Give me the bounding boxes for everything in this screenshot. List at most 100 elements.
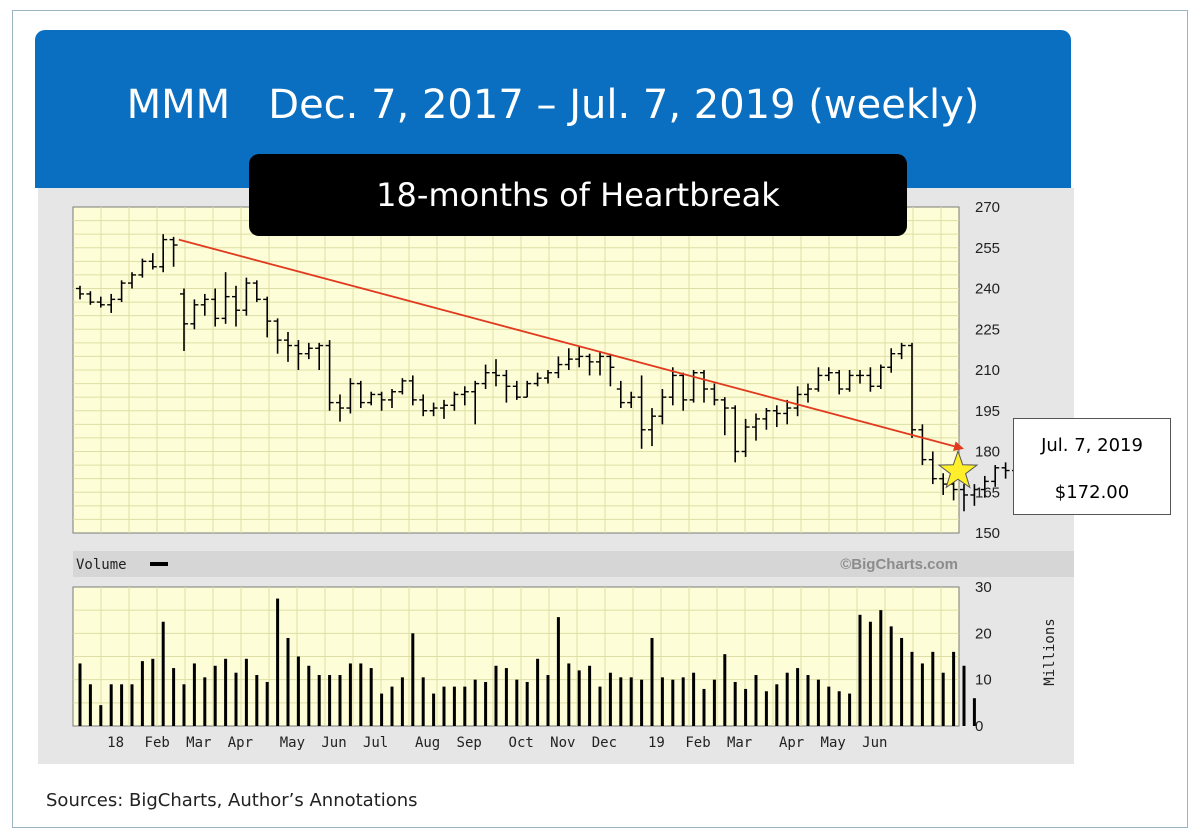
ohlc-bar — [824, 367, 833, 381]
volume-bar — [712, 679, 716, 726]
ohlc-bar — [793, 386, 802, 417]
volume-bar — [816, 679, 820, 726]
volume-bar — [452, 686, 456, 726]
volume-bar — [775, 684, 779, 726]
volume-bar — [78, 663, 82, 726]
x-axis-tick-label: Mar — [186, 735, 211, 751]
volume-bar — [224, 658, 228, 726]
price-y-tick: 195 — [975, 403, 1000, 420]
volume-bar — [504, 668, 508, 726]
ohlc-bar — [700, 370, 708, 403]
volume-header-strip — [73, 551, 1074, 577]
ohlc-bar — [408, 375, 417, 406]
volume-bar — [390, 686, 394, 726]
x-axis-tick-label: Aug — [415, 735, 440, 751]
ohlc-bar — [980, 475, 989, 498]
volume-bar — [608, 672, 612, 726]
volume-bar — [536, 658, 540, 726]
volume-bar — [317, 675, 321, 726]
millions-axis-label: Millions — [1042, 618, 1058, 685]
ohlc-bar — [107, 293, 116, 313]
volume-y-tick: 10 — [975, 672, 992, 689]
volume-bar — [130, 684, 134, 726]
ohlc-bar — [596, 350, 604, 376]
volume-bar — [972, 698, 976, 726]
volume-bar — [276, 598, 280, 726]
volume-bar — [920, 663, 924, 726]
ohlc-bar — [273, 318, 282, 354]
volume-bar — [692, 672, 696, 726]
volume-bar — [931, 651, 935, 726]
volume-bar — [328, 675, 332, 726]
volume-bar — [442, 686, 446, 726]
ohlc-bar — [991, 465, 1000, 487]
volume-bar — [806, 675, 810, 726]
x-axis-tick-label: Apr — [228, 735, 253, 751]
price-y-ticks: 270 255 240 225 210 195 180 165 150 — [975, 199, 1000, 542]
ohlc-bar — [897, 342, 906, 360]
volume-bar — [151, 658, 155, 726]
volume-bar — [556, 617, 560, 726]
ohlc-bar — [752, 413, 760, 441]
ohlc-bar — [159, 234, 168, 273]
ohlc-bar — [128, 272, 136, 289]
volume-bar — [296, 656, 300, 726]
volume-bar — [172, 668, 176, 726]
volume-bar — [733, 681, 737, 726]
volume-bar — [629, 677, 633, 726]
x-axis-tick-label: Mar — [727, 735, 752, 751]
volume-bar — [619, 677, 623, 726]
ohlc-bar — [585, 353, 594, 376]
volume-y-tick: 20 — [975, 625, 992, 642]
callout-date: Jul. 7, 2019 — [1041, 435, 1143, 456]
chart-subtitle: 18-months of Heartbreak — [249, 154, 907, 236]
ohlc-bar — [918, 424, 927, 466]
volume-bar — [255, 675, 259, 726]
volume-bar — [879, 610, 883, 726]
ohlc-bar — [388, 389, 396, 409]
ohlc-bar — [616, 380, 625, 409]
ohlc-bar — [284, 331, 292, 362]
volume-bar — [109, 684, 113, 726]
ohlc-bar — [169, 236, 178, 267]
volume-bar — [286, 637, 290, 726]
ohlc-bar — [908, 342, 916, 438]
volume-bar — [369, 668, 373, 726]
volume-bar — [348, 663, 352, 726]
ohlc-bar — [814, 367, 823, 392]
volume-bar — [640, 679, 644, 726]
ohlc-bar — [637, 375, 646, 449]
x-axis-tick-label: 18 — [107, 735, 124, 751]
ohlc-bar — [138, 258, 147, 278]
ohlc-bar — [845, 370, 854, 392]
x-axis-tick-label: Apr — [779, 735, 804, 751]
ohlc-bar — [835, 370, 844, 395]
volume-y-tick: 30 — [975, 579, 992, 596]
volume-bar — [848, 693, 852, 726]
x-axis-tick-label: Jun — [321, 735, 346, 751]
volume-bars — [78, 598, 976, 726]
ohlc-bar — [377, 391, 386, 411]
ohlc-bar — [804, 383, 812, 403]
ohlc-bar — [772, 405, 781, 428]
ohlc-bar — [492, 359, 500, 387]
ohlc-bar — [336, 394, 344, 422]
ohlc-bar — [970, 484, 979, 506]
ohlc-bar — [148, 253, 157, 270]
x-axis-tick-label: Sep — [457, 735, 482, 751]
volume-bar — [120, 684, 124, 726]
ohlc-bar — [450, 391, 459, 411]
ohlc-bar — [762, 408, 771, 430]
volume-bar — [203, 677, 207, 726]
ohlc-bar — [928, 451, 937, 485]
ohlc-bar — [502, 370, 511, 403]
price-callout: Jul. 7, 2019 $172.00 — [1013, 418, 1171, 515]
ohlc-bar — [398, 378, 407, 395]
ohlc-bar — [876, 364, 885, 390]
volume-bar — [359, 663, 363, 726]
volume-bar — [962, 665, 966, 726]
volume-bar — [764, 691, 768, 726]
volume-bar — [889, 626, 893, 726]
volume-bar — [432, 693, 436, 726]
ohlc-bar — [96, 296, 105, 308]
